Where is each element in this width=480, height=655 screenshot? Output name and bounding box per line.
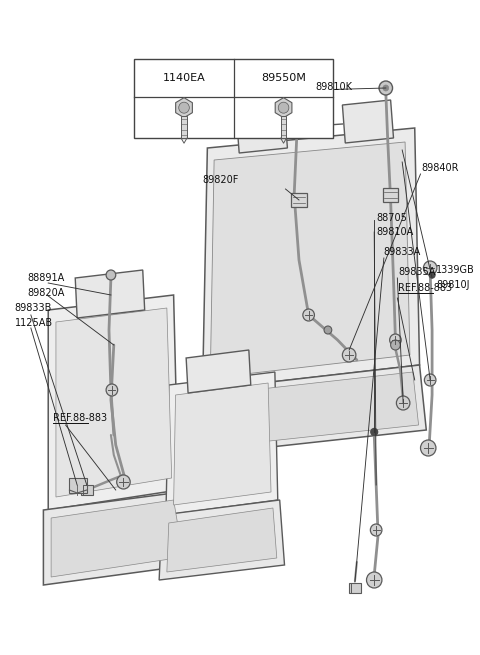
Text: 1339GB: 1339GB <box>436 265 475 275</box>
Text: 1125AB: 1125AB <box>14 318 53 328</box>
Circle shape <box>423 261 437 275</box>
Circle shape <box>390 334 401 346</box>
Text: 89835A: 89835A <box>398 267 436 277</box>
Polygon shape <box>51 500 183 577</box>
Circle shape <box>371 428 378 436</box>
Polygon shape <box>56 308 172 497</box>
Text: 89550M: 89550M <box>261 73 306 83</box>
Polygon shape <box>204 372 419 448</box>
Bar <box>134 59 333 138</box>
Text: 89833A: 89833A <box>384 247 421 257</box>
Text: 89810K: 89810K <box>315 82 352 92</box>
Text: REF.88-883: REF.88-883 <box>53 413 107 423</box>
Circle shape <box>383 85 389 91</box>
Circle shape <box>424 374 436 386</box>
Text: REF.88-883: REF.88-883 <box>398 283 453 293</box>
Polygon shape <box>75 270 144 318</box>
Text: 89810J: 89810J <box>436 280 469 290</box>
Bar <box>181 116 187 138</box>
Circle shape <box>296 82 302 88</box>
Polygon shape <box>198 365 426 455</box>
Bar <box>349 583 360 593</box>
Bar <box>383 188 398 202</box>
Circle shape <box>391 340 400 350</box>
Circle shape <box>342 348 356 362</box>
Circle shape <box>367 572 382 588</box>
Circle shape <box>292 78 306 92</box>
Polygon shape <box>275 98 292 118</box>
Bar <box>281 116 287 138</box>
Text: 89840R: 89840R <box>421 163 459 173</box>
Polygon shape <box>342 100 394 143</box>
Polygon shape <box>166 372 278 515</box>
Circle shape <box>379 81 393 95</box>
Polygon shape <box>167 508 277 572</box>
Circle shape <box>420 440 436 456</box>
Polygon shape <box>203 128 420 390</box>
Bar <box>70 478 87 493</box>
Text: 89820F: 89820F <box>203 175 239 185</box>
Bar <box>81 485 93 495</box>
Circle shape <box>179 102 189 113</box>
Polygon shape <box>159 500 285 580</box>
Circle shape <box>324 326 332 334</box>
Polygon shape <box>43 492 191 585</box>
Circle shape <box>278 102 289 113</box>
Polygon shape <box>48 295 179 510</box>
Text: 1140EA: 1140EA <box>163 73 205 83</box>
Circle shape <box>371 524 382 536</box>
Text: 89810A: 89810A <box>376 227 413 237</box>
Bar <box>291 193 307 207</box>
Polygon shape <box>236 110 288 153</box>
Text: 88891A: 88891A <box>27 273 64 283</box>
Polygon shape <box>176 98 192 118</box>
Polygon shape <box>186 350 251 393</box>
Circle shape <box>303 309 314 321</box>
Circle shape <box>429 272 435 278</box>
Text: 89820A: 89820A <box>27 288 64 298</box>
Polygon shape <box>174 383 271 505</box>
Circle shape <box>106 384 118 396</box>
Polygon shape <box>210 142 410 378</box>
Circle shape <box>117 475 130 489</box>
Circle shape <box>106 270 116 280</box>
Text: 88705: 88705 <box>376 213 407 223</box>
Text: 89833B: 89833B <box>14 303 52 313</box>
Circle shape <box>396 396 410 410</box>
